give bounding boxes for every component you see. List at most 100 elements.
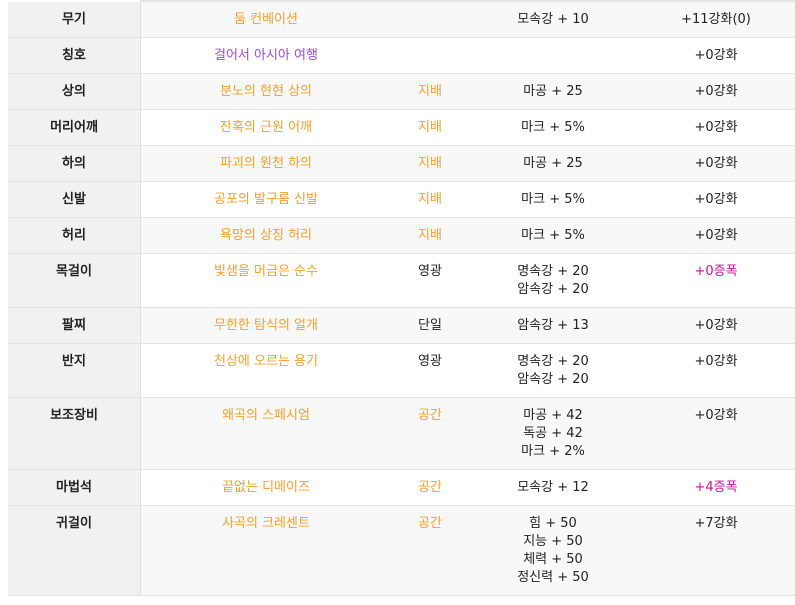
item-stats: 명속강 + 20 암속강 + 20	[469, 343, 637, 398]
item-stats	[469, 37, 637, 74]
enhance-level: +0강화	[637, 145, 795, 182]
equipment-row: 허리 욕망의 상징 허리 지배 마크 + 5% +0강화	[8, 217, 795, 254]
item-stats: 마크 + 5%	[469, 181, 637, 218]
item-grade: 지배	[391, 217, 469, 254]
slot-label: 마법석	[8, 469, 141, 506]
slot-label: 반지	[8, 343, 141, 398]
item-grade: 공간	[391, 397, 469, 470]
equipment-row: 보조장비 왜곡의 스페시엄 공간 마공 + 42 독공 + 42 마크 + 2% +0강화	[8, 397, 795, 470]
stat-line: 암속강 + 20	[517, 372, 589, 387]
enhance-level: +0강화	[637, 109, 795, 146]
item-name[interactable]: 무한한 탐식의 얼개	[140, 307, 391, 344]
stat-line: 암속강 + 13	[517, 318, 589, 333]
stat-line: 독공 + 42	[523, 426, 583, 441]
enhance-level: +0강화	[637, 343, 795, 398]
stat-line: 마공 + 25	[523, 84, 583, 99]
item-grade: 지배	[391, 181, 469, 218]
stat-line: 마크 + 5%	[521, 192, 585, 207]
slot-label: 목걸이	[8, 253, 141, 308]
equipment-row: 마법석 끝없는 디메이즈 공간 모속강 + 12 +4증폭	[8, 469, 795, 506]
equipment-row: 귀걸이 사곡의 크레센트 공간 힘 + 50 지능 + 50 체력 + 50 정신력 + 5…	[8, 505, 795, 596]
item-grade: 단일	[391, 307, 469, 344]
slot-label: 귀걸이	[8, 505, 141, 596]
item-stats: 마크 + 5%	[469, 217, 637, 254]
enhance-level: +0강화	[637, 73, 795, 110]
slot-label: 신발	[8, 181, 141, 218]
item-stats: 마크 + 5%	[469, 109, 637, 146]
equipment-row: 머리어깨 잔혹의 근원 어깨 지배 마크 + 5% +0강화	[8, 109, 795, 146]
equipment-row: 목걸이 빛샘을 머금은 순수 영광 명속강 + 20 암속강 + 20 +0증폭	[8, 253, 795, 308]
item-grade	[391, 37, 469, 74]
stat-line: 암속강 + 20	[517, 282, 589, 297]
equipment-row: 하의 파괴의 원천 하의 지배 마공 + 25 +0강화	[8, 145, 795, 182]
item-grade: 공간	[391, 469, 469, 506]
item-grade: 지배	[391, 145, 469, 182]
top-divider	[140, 0, 795, 2]
stat-line: 명속강 + 20	[517, 354, 589, 369]
item-grade: 지배	[391, 73, 469, 110]
item-grade: 영광	[391, 343, 469, 398]
stat-line: 정신력 + 50	[517, 570, 589, 585]
item-stats: 모속강 + 10	[469, 2, 637, 38]
item-name[interactable]: 끝없는 디메이즈	[140, 469, 391, 506]
equipment-row: 칭호 걸어서 아시아 여행 +0강화	[8, 37, 795, 74]
equipment-row: 반지 천상에 오르는 용기 영광 명속강 + 20 암속강 + 20 +0강화	[8, 343, 795, 398]
stat-line: 마크 + 2%	[521, 444, 585, 459]
enhance-level: +4증폭	[637, 469, 795, 506]
stat-line: 마공 + 25	[523, 156, 583, 171]
slot-label: 머리어깨	[8, 109, 141, 146]
equipment-row: 팔찌 무한한 탐식의 얼개 단일 암속강 + 13 +0강화	[8, 307, 795, 344]
stat-line: 마크 + 5%	[521, 228, 585, 243]
slot-label: 보조장비	[8, 397, 141, 470]
item-name[interactable]: 공포의 발구름 신발	[140, 181, 391, 218]
item-stats: 마공 + 25	[469, 145, 637, 182]
item-name[interactable]: 빛샘을 머금은 순수	[140, 253, 391, 308]
equipment-table: 무기 둠 컨베이션 모속강 + 10 +11강화(0) 칭호 걸어서 아시아 여행 +0강화…	[8, 2, 795, 596]
stat-line: 지능 + 50	[523, 534, 583, 549]
item-name[interactable]: 분노의 현현 상의	[140, 73, 391, 110]
equipment-row: 신발 공포의 발구름 신발 지배 마크 + 5% +0강화	[8, 181, 795, 218]
slot-label: 팔찌	[8, 307, 141, 344]
enhance-level: +0강화	[637, 397, 795, 470]
enhance-level: +7강화	[637, 505, 795, 596]
slot-label: 하의	[8, 145, 141, 182]
item-name[interactable]: 사곡의 크레센트	[140, 505, 391, 596]
item-name[interactable]: 파괴의 원천 하의	[140, 145, 391, 182]
item-stats: 명속강 + 20 암속강 + 20	[469, 253, 637, 308]
enhance-level: +0강화	[637, 307, 795, 344]
slot-label: 상의	[8, 73, 141, 110]
enhance-level: +0증폭	[637, 253, 795, 308]
item-stats: 마공 + 25	[469, 73, 637, 110]
item-grade	[391, 2, 469, 38]
item-name[interactable]: 잔혹의 근원 어깨	[140, 109, 391, 146]
item-stats: 마공 + 42 독공 + 42 마크 + 2%	[469, 397, 637, 470]
item-grade: 공간	[391, 505, 469, 596]
item-name[interactable]: 왜곡의 스페시엄	[140, 397, 391, 470]
item-stats: 힘 + 50 지능 + 50 체력 + 50 정신력 + 50	[469, 505, 637, 596]
item-grade: 영광	[391, 253, 469, 308]
stat-line: 마공 + 42	[523, 408, 583, 423]
stat-line: 마크 + 5%	[521, 120, 585, 135]
stat-line: 힘 + 50	[529, 516, 577, 531]
stat-line: 모속강 + 10	[517, 12, 589, 27]
slot-label: 허리	[8, 217, 141, 254]
equipment-row: 무기 둠 컨베이션 모속강 + 10 +11강화(0)	[8, 2, 795, 38]
enhance-level: +0강화	[637, 37, 795, 74]
stat-line: 명속강 + 20	[517, 264, 589, 279]
stat-line: 체력 + 50	[523, 552, 583, 567]
stat-line: 모속강 + 12	[517, 480, 589, 495]
enhance-level: +11강화(0)	[637, 2, 795, 38]
enhance-level: +0강화	[637, 181, 795, 218]
equipment-row: 상의 분노의 현현 상의 지배 마공 + 25 +0강화	[8, 73, 795, 110]
item-name[interactable]: 걸어서 아시아 여행	[140, 37, 391, 74]
item-name[interactable]: 욕망의 상징 허리	[140, 217, 391, 254]
item-grade: 지배	[391, 109, 469, 146]
item-stats: 암속강 + 13	[469, 307, 637, 344]
item-stats: 모속강 + 12	[469, 469, 637, 506]
slot-label: 칭호	[8, 37, 141, 74]
item-name[interactable]: 둠 컨베이션	[140, 2, 391, 38]
enhance-level: +0강화	[637, 217, 795, 254]
item-name[interactable]: 천상에 오르는 용기	[140, 343, 391, 398]
slot-label: 무기	[8, 2, 141, 38]
